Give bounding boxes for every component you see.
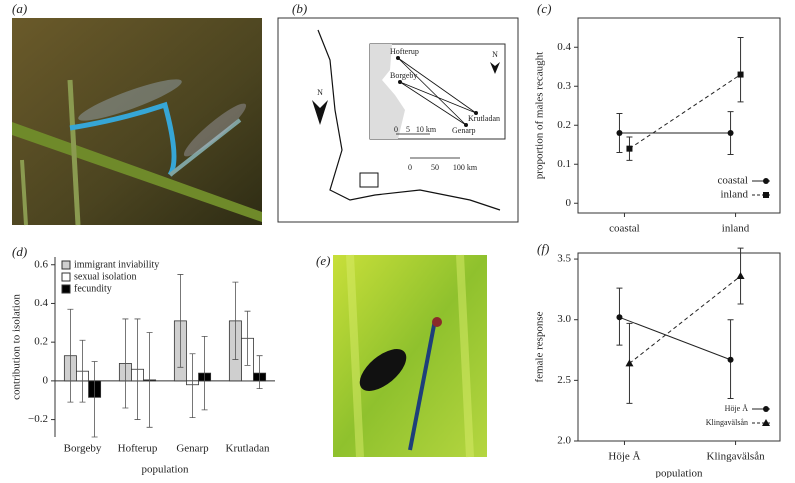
- y-tick-label: 0.4: [557, 41, 571, 53]
- x-tick-label: inland: [722, 223, 750, 235]
- y-tick-label: 0: [566, 197, 572, 209]
- legend-label: immigrant inviability: [74, 259, 159, 270]
- legend-marker: [763, 192, 769, 198]
- x-tick-label: Borgeby: [64, 443, 102, 455]
- y-tick-label: 2.0: [557, 435, 571, 447]
- marker: [737, 71, 744, 78]
- error-bar: [177, 274, 184, 368]
- photo-demoiselle: [333, 254, 487, 458]
- legend-label: Klingavälsån: [706, 418, 748, 427]
- legend-swatch: [61, 260, 71, 270]
- x-axis-label: population: [655, 468, 703, 478]
- y-tick-label: 0: [43, 374, 49, 386]
- x-tick-label: Genarp: [176, 443, 209, 455]
- marker: [727, 130, 734, 137]
- x-tick-label: Klingavälsån: [707, 451, 766, 463]
- place-label: Hofterup: [390, 47, 419, 56]
- error-bar: [122, 318, 129, 409]
- place-label: Genarp: [452, 126, 476, 135]
- panel-label: (f): [537, 241, 549, 256]
- series-line: [619, 316, 731, 361]
- x-axis-label: population: [141, 464, 189, 476]
- error-bar: [134, 318, 141, 420]
- y-axis-label: contribution to isolation: [11, 294, 23, 400]
- y-tick-label: 0.2: [557, 119, 571, 131]
- error-bar: [244, 310, 251, 366]
- error-bar: [256, 355, 263, 390]
- marker: [736, 272, 745, 280]
- y-axis-label: proportion of males recaught: [534, 52, 546, 179]
- scale-label: 0: [394, 125, 398, 134]
- x-tick-label: coastal: [609, 223, 640, 235]
- series-line: [629, 275, 741, 364]
- error-bar: [232, 281, 239, 360]
- x-tick-label: Hofterup: [118, 443, 158, 455]
- y-tick-label: 0.2: [34, 336, 48, 348]
- legend-label: inland: [721, 189, 749, 201]
- plot-frame: [577, 252, 781, 442]
- legend-marker: [763, 406, 769, 412]
- y-tick-label: 0.1: [557, 158, 571, 170]
- marker: [616, 130, 623, 137]
- marker: [626, 145, 633, 152]
- error-bar: [79, 339, 86, 403]
- y-tick-label: 3.5: [557, 253, 571, 265]
- y-axis-label: female response: [534, 311, 546, 382]
- north-label: N: [492, 50, 498, 59]
- y-tick-label: 2.5: [557, 374, 571, 386]
- marker: [616, 314, 623, 321]
- scale-label: 100 km: [453, 163, 478, 172]
- panel-label: (c): [537, 1, 551, 16]
- y-tick-label: 0.4: [34, 297, 48, 309]
- series-line: [629, 74, 741, 150]
- north-label: N: [317, 88, 323, 97]
- place-label: Krutladan: [468, 114, 500, 123]
- photo-damselflies: [12, 18, 262, 226]
- y-tick-label: 3.0: [557, 313, 571, 325]
- scale-label: 10 km: [416, 125, 437, 134]
- legend-marker: [762, 419, 770, 426]
- x-tick-label: Höje Å: [608, 451, 640, 463]
- panel-label: (e): [316, 253, 330, 268]
- error-bar: [189, 353, 196, 419]
- legend-label: Höje Å: [725, 404, 749, 413]
- error-bar: [146, 332, 153, 428]
- legend-label: coastal: [717, 175, 748, 187]
- marker: [727, 356, 734, 363]
- plot-frame: [577, 17, 781, 214]
- panel-label: (b): [292, 1, 307, 16]
- x-tick-label: Krutladan: [226, 443, 270, 455]
- y-tick-label: 0.6: [34, 258, 48, 270]
- scale-label: 50: [431, 163, 439, 172]
- legend-label: fecundity: [74, 283, 112, 294]
- y-tick-label: −0.2: [28, 413, 48, 425]
- scale-label: 5: [406, 125, 410, 134]
- panel-label: (a): [12, 1, 27, 16]
- panel-label: (d): [12, 244, 27, 259]
- legend-swatch: [61, 284, 71, 294]
- marker: [625, 359, 634, 367]
- legend-marker: [763, 178, 769, 184]
- error-bar: [67, 308, 74, 403]
- error-bar: [737, 37, 744, 103]
- place-label: Borgeby: [390, 71, 417, 80]
- legend-swatch: [61, 272, 71, 282]
- y-tick-label: 0.3: [557, 80, 571, 92]
- legend-label: sexual isolation: [74, 271, 137, 282]
- error-bar: [91, 361, 98, 438]
- error-bar: [201, 335, 208, 411]
- scale-label: 0: [408, 163, 412, 172]
- map: Hofterup Borgeby Krutladan Genarp N N 0 …: [277, 17, 519, 223]
